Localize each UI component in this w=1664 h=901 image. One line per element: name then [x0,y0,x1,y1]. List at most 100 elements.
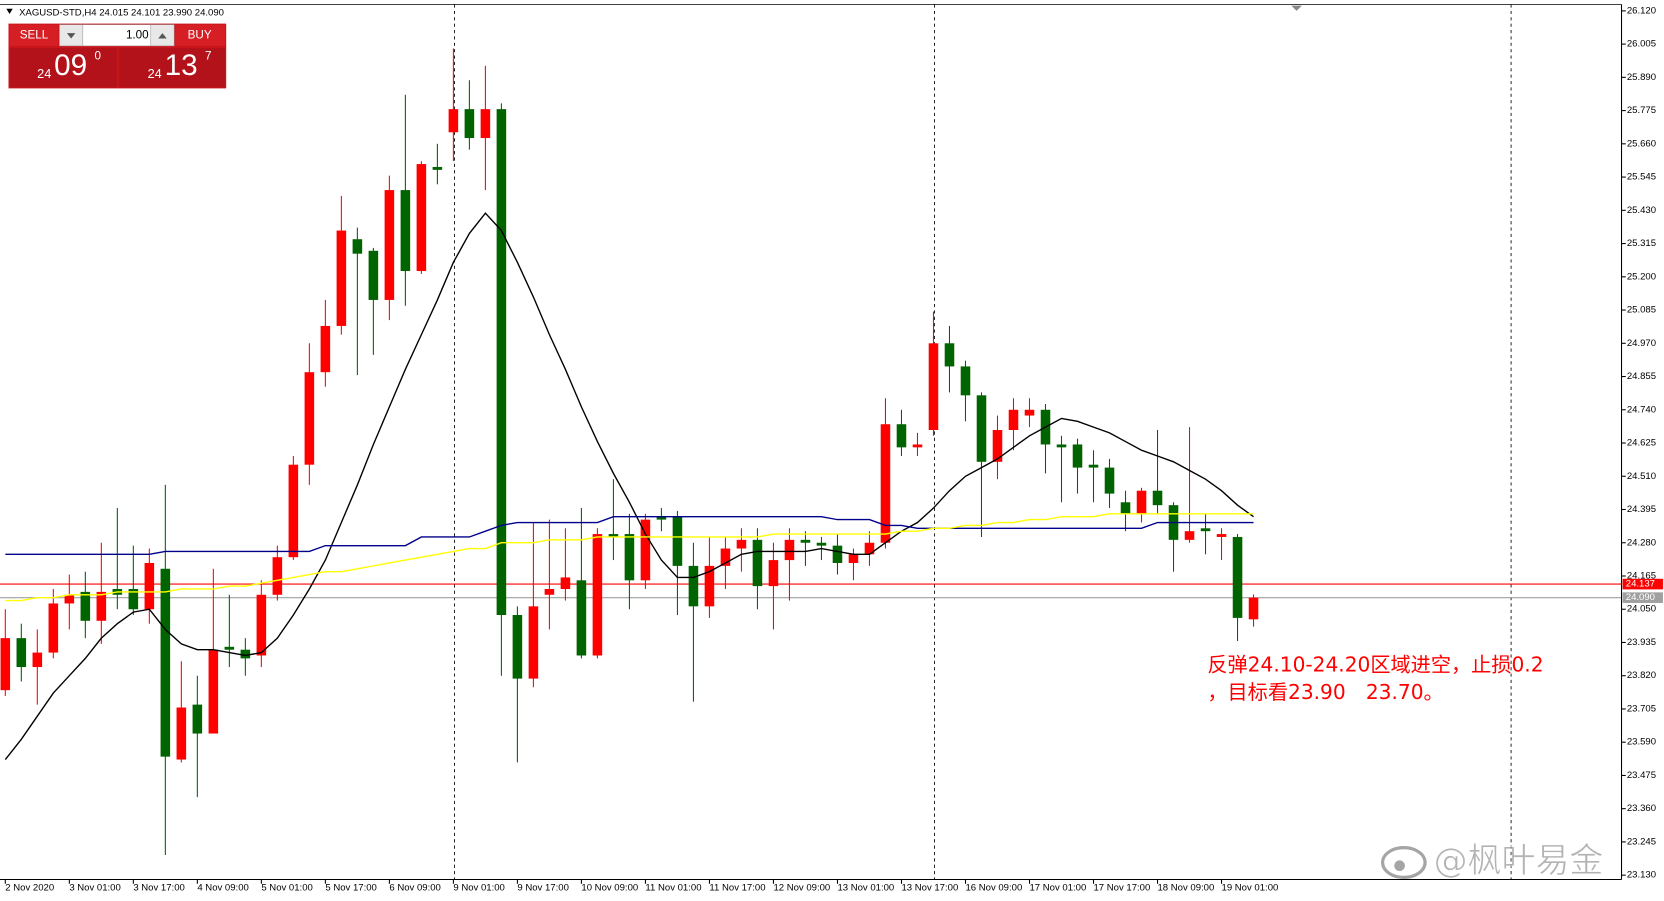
x-tick-label: 11 Nov 17:00 [709,883,765,894]
x-tick-label: 5 Nov 01:00 [261,883,312,894]
x-tick-label: 5 Nov 17:00 [325,883,376,894]
candle-body [336,230,347,326]
candle-body [960,366,971,396]
buy-price-big: 24 [148,66,162,81]
y-tick-label: 25.200 [1627,271,1656,282]
candle-body [928,343,939,431]
y-tick-label: 25.430 [1627,205,1656,216]
moving-average [5,513,1254,602]
x-tick-label: 10 Nov 09:00 [581,883,638,894]
candle-body [464,109,475,139]
candle-body [304,372,315,465]
lot-value[interactable]: 1.00 [126,28,149,41]
candle-body [656,516,667,520]
candle-body [736,539,747,549]
x-tick-label: 19 Nov 01:00 [1222,883,1279,894]
y-tick-label: 25.890 [1627,72,1656,83]
candle-body [1152,490,1163,506]
candle-body [224,646,235,650]
candle-body [400,190,411,272]
x-tick-label: 2 Nov 2020 [5,883,54,894]
candle-body [48,603,59,653]
candle-body [352,239,363,254]
annotation: 反弹24.10-24.20区域进空，止损0.2 [1207,653,1543,677]
y-tick-label: 24.280 [1627,537,1656,548]
candle-body [720,548,731,566]
candle-body [480,109,491,139]
x-tick-label: 17 Nov 17:00 [1094,883,1151,894]
candle-body [384,190,395,300]
buy-button[interactable] [175,24,226,46]
y-tick-label: 24.050 [1627,604,1656,615]
candle-body [1184,531,1195,540]
candle-body [688,565,699,607]
x-tick-label: 12 Nov 09:00 [773,883,830,894]
y-tick-label: 24.395 [1627,504,1656,515]
y-tick-label: 25.660 [1627,138,1656,149]
x-tick-label: 4 Nov 09:00 [197,883,248,894]
candle-body [416,164,427,272]
price-label: 24.090 [1626,592,1655,603]
y-tick-label: 24.510 [1627,471,1656,482]
y-tick-label: 23.360 [1627,803,1656,814]
candle-body [16,638,27,668]
candle-body [1216,534,1227,537]
candle-body [880,424,891,543]
buy-label[interactable]: BUY [188,28,212,41]
candle-body [1024,409,1035,416]
candle-body [448,109,459,133]
candle-body [896,424,907,448]
candle-body [432,166,443,170]
y-tick-label: 25.085 [1627,305,1656,316]
lot-down-icon [66,33,76,39]
period-separators [454,4,1512,880]
watermark: @枫叶易金 [1381,841,1604,881]
candle-body [80,591,91,621]
sell-price-sup: 0 [95,50,102,63]
y-tick-label: 23.820 [1627,670,1656,681]
candle-body [672,516,683,566]
axis-ticks [4,10,1626,884]
candle-body [128,588,139,610]
x-tick-label: 3 Nov 17:00 [133,883,184,894]
x-tick-label: 17 Nov 01:00 [1029,883,1086,894]
price-lines [0,583,1622,599]
candle-body [192,704,203,734]
candle-body [272,557,283,595]
candle-body [1104,467,1115,494]
candle-body [640,519,651,581]
annotation: ，目标看23.90 23.70。 [1207,680,1443,704]
candle-body [1056,444,1067,448]
candle-body [832,545,843,563]
sell-price-box[interactable] [9,48,117,88]
moving-averages [4,212,1254,760]
y-tick-label: 23.935 [1627,637,1656,648]
candle-body [0,638,11,691]
x-tick-label: 3 Nov 01:00 [69,883,120,894]
y-tick-label: 23.705 [1627,703,1656,714]
candle-body [320,325,331,373]
sell-button[interactable] [9,24,59,46]
x-tick-label: 13 Nov 01:00 [837,883,894,894]
candle-body [528,606,539,679]
candle-body [368,250,379,300]
sell-label[interactable]: SELL [20,28,49,41]
candle-body [752,539,763,587]
watermark-icon [1381,846,1427,879]
y-tick-label: 26.005 [1627,39,1656,50]
y-tick-label: 26.120 [1627,5,1656,16]
y-tick-label: 23.475 [1627,770,1656,781]
chart-title: XAGUSD-STD,H4 24.015 24.101 23.990 24.09… [19,8,224,19]
x-tick-label: 11 Nov 01:00 [645,883,701,894]
candle-body [1136,490,1147,514]
candle-body [64,594,75,604]
buy-price-box[interactable] [118,48,226,88]
x-tick-label: 6 Nov 09:00 [389,883,440,894]
price-label-bg [1622,592,1663,603]
candle-body [144,562,155,610]
candle-body [1008,409,1019,431]
candle-body [544,588,555,595]
